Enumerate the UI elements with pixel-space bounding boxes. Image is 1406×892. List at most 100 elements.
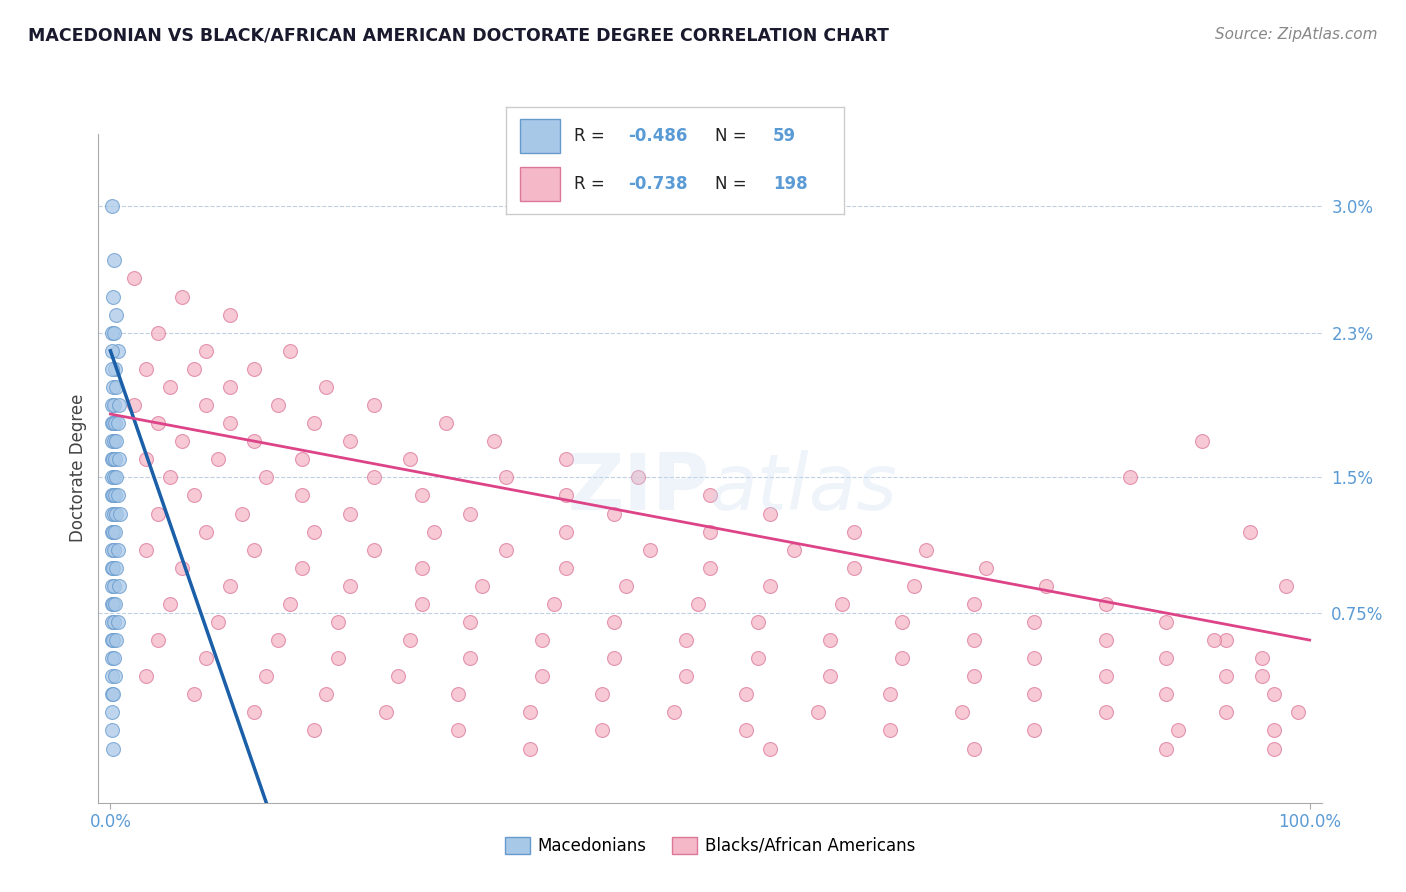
Point [100,199,122,213]
Point [315,687,337,701]
Point [458,651,481,665]
Point [101,687,124,701]
Point [148,416,170,430]
Point [101,560,124,574]
Text: MACEDONIAN VS BLACK/AFRICAN AMERICAN DOCTORATE DEGREE CORRELATION CHART: MACEDONIAN VS BLACK/AFRICAN AMERICAN DOC… [28,27,889,45]
Point [104,597,127,611]
Point [447,687,470,701]
Point [339,434,361,449]
Point [103,542,125,557]
Point [100,398,122,412]
Point [100,651,122,665]
Point [135,362,157,376]
Point [104,669,127,683]
Point [974,560,997,574]
Point [104,488,127,502]
Point [1094,669,1116,683]
Point [399,452,422,467]
Point [105,633,128,648]
Point [818,669,841,683]
Point [100,633,122,648]
Point [100,542,122,557]
Point [759,741,782,756]
Point [135,669,157,683]
Point [339,507,361,521]
Point [447,723,470,738]
Point [458,507,481,521]
Point [375,706,398,720]
Point [735,687,758,701]
Point [104,416,127,430]
Point [148,507,170,521]
Point [172,289,194,303]
Point [195,651,218,665]
Point [1022,651,1045,665]
Point [759,579,782,593]
Point [363,470,385,484]
Point [1094,706,1116,720]
Point [879,723,901,738]
Point [254,470,277,484]
Point [1094,633,1116,648]
Point [100,560,122,574]
Point [1263,687,1285,701]
Point [100,326,122,340]
Point [207,615,229,629]
Point [100,615,122,629]
Point [103,434,125,449]
Point [101,524,124,539]
Point [100,470,122,484]
Point [1263,723,1285,738]
Point [1202,633,1225,648]
Point [219,308,242,322]
Point [328,651,350,665]
Point [105,434,128,449]
Point [411,560,433,574]
Point [291,488,314,502]
Point [100,579,122,593]
Point [100,488,122,502]
Point [747,615,769,629]
Point [1154,687,1177,701]
Point [1239,524,1261,539]
Point [108,507,131,521]
Text: -0.486: -0.486 [627,127,688,145]
Point [399,633,422,648]
Point [100,362,122,376]
Point [831,597,853,611]
Point [555,452,578,467]
Text: N =: N = [716,175,752,193]
Point [107,343,129,358]
Point [108,579,131,593]
Point [411,488,433,502]
Text: ZIP: ZIP [568,450,710,526]
Point [101,416,124,430]
Point [195,343,218,358]
Point [100,524,122,539]
Point [1215,669,1237,683]
Point [603,615,626,629]
Point [100,343,122,358]
Point [291,452,314,467]
Point [1094,597,1116,611]
Point [638,542,661,557]
Point [105,380,128,394]
Point [495,470,517,484]
Text: 198: 198 [773,175,807,193]
Point [101,633,124,648]
Point [183,488,205,502]
Point [686,597,709,611]
Point [675,669,697,683]
Point [662,706,685,720]
Point [101,597,124,611]
Point [458,615,481,629]
Point [103,326,125,340]
Point [100,706,122,720]
Text: R =: R = [574,127,610,145]
Point [104,362,127,376]
Point [1250,651,1272,665]
Point [1035,579,1057,593]
Point [1250,669,1272,683]
Point [100,434,122,449]
Point [1154,651,1177,665]
